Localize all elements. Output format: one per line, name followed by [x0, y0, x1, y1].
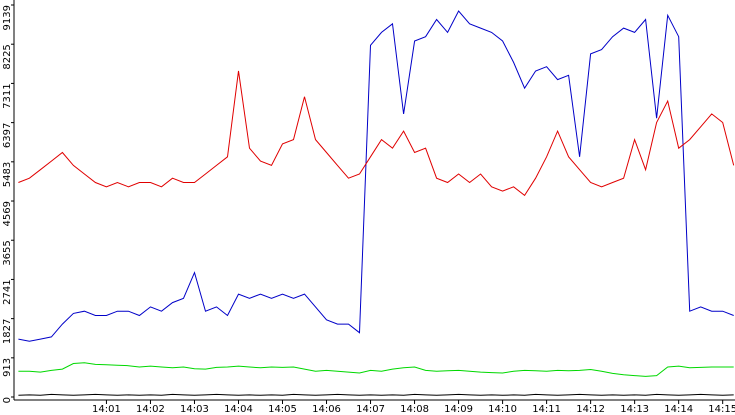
x-tick-label: 14:01 [92, 404, 121, 415]
y-tick-label: 4569 [2, 201, 13, 226]
x-tick-label: 14:05 [268, 404, 297, 415]
x-tick-label: 14:03 [180, 404, 209, 415]
y-tick-label: 0 [2, 397, 13, 403]
y-tick-label: 5483 [2, 162, 13, 187]
x-tick-label: 14:13 [620, 404, 649, 415]
series-line [18, 393, 734, 396]
series-line [18, 70, 735, 197]
y-tick-label: 913 [2, 358, 13, 377]
y-tick-label: 8225 [2, 44, 13, 69]
y-tick-label: 1827 [2, 319, 13, 344]
x-tick-label: 14:04 [224, 404, 253, 415]
x-tick-label: 14:15 [708, 404, 735, 415]
x-tick-label: 14:09 [444, 404, 473, 415]
x-tick-label: 14:08 [400, 404, 429, 415]
series-line [18, 362, 734, 377]
x-tick-label: 14:02 [136, 404, 165, 415]
x-tick-label: 14:14 [664, 404, 693, 415]
y-tick-label: 2741 [2, 279, 13, 304]
x-tick-label: 14:12 [576, 404, 605, 415]
x-tick-label: 14:10 [488, 404, 517, 415]
y-tick-label: 7311 [2, 83, 13, 108]
x-tick-label: 14:07 [356, 404, 385, 415]
x-tick-label: 14:06 [312, 404, 341, 415]
y-tick-label: 3655 [2, 240, 13, 265]
x-tick-label: 14:11 [532, 404, 561, 415]
series-line [18, 10, 734, 342]
y-tick-label: 6397 [2, 123, 13, 148]
y-tick-label: 9139 [2, 5, 13, 30]
